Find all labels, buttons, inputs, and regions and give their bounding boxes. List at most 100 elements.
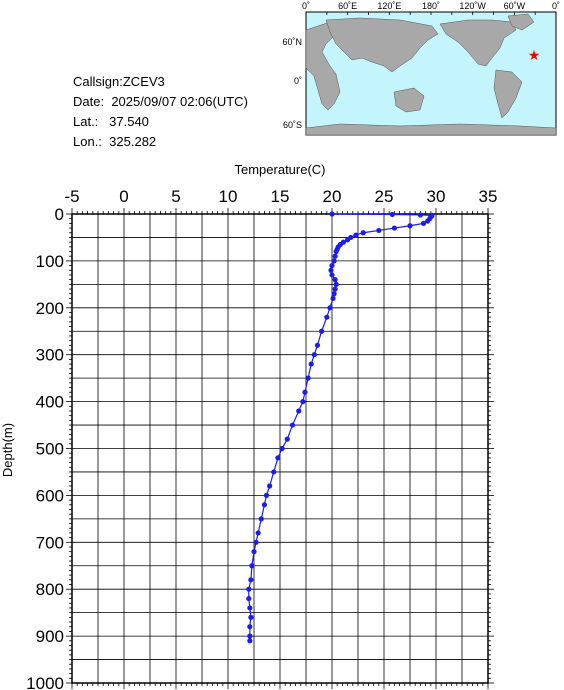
map-land — [305, 13, 557, 136]
data-point — [417, 212, 423, 218]
data-point — [353, 232, 359, 238]
data-point — [314, 342, 321, 348]
y-tick-labels: 0 100 200 300 400 500 600 700 800 900 1000 — [26, 205, 64, 690]
data-point — [389, 211, 395, 218]
y-tick-label: 800 — [36, 580, 64, 599]
y-axis-title: Depth(m) — [0, 423, 15, 477]
map-lon-label: 60˚W — [504, 1, 526, 11]
series-line-temperature — [248, 213, 433, 641]
land-south-america — [493, 69, 523, 119]
data-point — [255, 530, 261, 536]
data-point — [251, 549, 257, 555]
map-lon-label: 120˚W — [459, 1, 486, 11]
data-point — [271, 469, 277, 475]
data-point — [247, 605, 253, 611]
data-point — [258, 516, 264, 522]
x-axis-title: Temperature(C) — [234, 162, 325, 177]
data-point — [327, 305, 333, 311]
x-tick-label: 20 — [323, 187, 342, 206]
data-point — [263, 492, 270, 498]
data-point — [249, 563, 255, 569]
data-point — [319, 328, 325, 334]
data-point — [279, 445, 285, 452]
y-tick-label: 300 — [36, 346, 64, 365]
land-greenland — [507, 13, 535, 31]
station-info: Callsign:ZCEV3 Date: 2025/09/07 02:06(UT… — [73, 72, 248, 152]
data-point — [328, 267, 334, 273]
map-latitude-labels: 60˚N 0˚ 60˚S — [282, 37, 302, 130]
callsign-label: Callsign: — [73, 74, 123, 89]
data-point — [345, 237, 351, 243]
world-map: 0˚ 60˚E 120˚E 180˚ 120˚W 60˚W 0˚ 60˚N 0˚ 60˚S ★ — [282, 1, 560, 136]
data-point — [267, 483, 273, 489]
data-point — [261, 502, 267, 508]
data-point — [391, 225, 397, 231]
location-map: 0˚ 60˚E 120˚E 180˚ 120˚W 60˚W 0˚ 60˚N 0˚ 60˚S ★ — [0, 0, 564, 140]
data-point — [248, 614, 254, 620]
y-tick-label: 500 — [36, 440, 64, 459]
map-lat-label: 0˚ — [294, 76, 302, 86]
plot-frame — [71, 213, 489, 684]
x-tick-label: 15 — [271, 187, 290, 206]
y-tick-label: 900 — [36, 627, 64, 646]
y-tick-label: 1000 — [26, 674, 64, 690]
date-value: 2025/09/07 02:06(UTC) — [111, 94, 248, 109]
y-tick-label: 200 — [36, 299, 64, 318]
data-point — [296, 408, 302, 414]
date-label: Date: — [73, 94, 105, 109]
temperature-depth-chart: Temperature(C) Depth(m) -5 0 5 10 15 20 25 30 35… — [0, 162, 497, 690]
data-point — [425, 218, 431, 224]
x-tick-label: 25 — [375, 187, 394, 206]
map-lon-label: 0˚ — [302, 1, 310, 11]
y-tick-label: 400 — [36, 393, 64, 412]
lon-label: Lon.: — [73, 134, 102, 149]
map-lon-label: 180˚ — [422, 1, 440, 11]
data-point — [331, 291, 337, 297]
x-tick-label: 5 — [171, 187, 180, 206]
lon-row: Lon.: 325.282 — [73, 132, 248, 152]
lat-value: 37.540 — [109, 114, 149, 129]
data-point — [246, 586, 252, 592]
x-tick-label: -5 — [64, 187, 79, 206]
lon-value: 325.282 — [109, 134, 157, 149]
date-row: Date: 2025/09/07 02:06(UTC) — [73, 92, 248, 112]
map-longitude-labels: 0˚ 60˚E 120˚E 180˚ 120˚W 60˚W 0˚ — [302, 1, 560, 11]
callsign-value: ZCEV3 — [122, 74, 165, 89]
x-tick-labels: -5 0 5 10 15 20 25 30 35 — [64, 187, 497, 206]
data-point — [333, 281, 339, 287]
data-point — [331, 258, 337, 264]
y-tick-label: 600 — [36, 486, 64, 505]
lat-row: Lat.: 37.540 — [73, 112, 248, 132]
data-point — [253, 539, 259, 545]
data-point — [247, 624, 253, 630]
data-point — [376, 227, 382, 234]
data-point — [420, 220, 427, 226]
data-point — [308, 361, 314, 367]
data-point — [305, 375, 311, 381]
star-icon: ★ — [528, 47, 541, 63]
map-lat-label: 60˚N — [282, 37, 302, 47]
series-points — [246, 211, 435, 644]
map-lon-label: 0˚ — [552, 1, 560, 11]
map-lon-label: 120˚E — [377, 1, 401, 11]
data-point — [248, 577, 254, 583]
data-point — [332, 277, 338, 283]
land-australia — [393, 87, 425, 113]
data-point — [333, 248, 339, 255]
data-point — [289, 422, 296, 428]
land-north-america — [439, 19, 517, 67]
data-point — [247, 633, 253, 639]
data-point — [329, 262, 335, 269]
data-point — [360, 230, 366, 236]
x-tick-label: 0 — [119, 187, 128, 206]
data-point — [284, 436, 290, 442]
lat-label: Lat.: — [73, 114, 99, 129]
data-point — [302, 389, 308, 395]
data-point — [311, 352, 317, 358]
map-tick-marks — [305, 12, 557, 15]
y-tick-label: 100 — [36, 252, 64, 271]
data-point — [324, 314, 330, 320]
data-point — [246, 595, 252, 602]
land-antarctica — [305, 123, 557, 136]
data-point — [300, 399, 306, 405]
